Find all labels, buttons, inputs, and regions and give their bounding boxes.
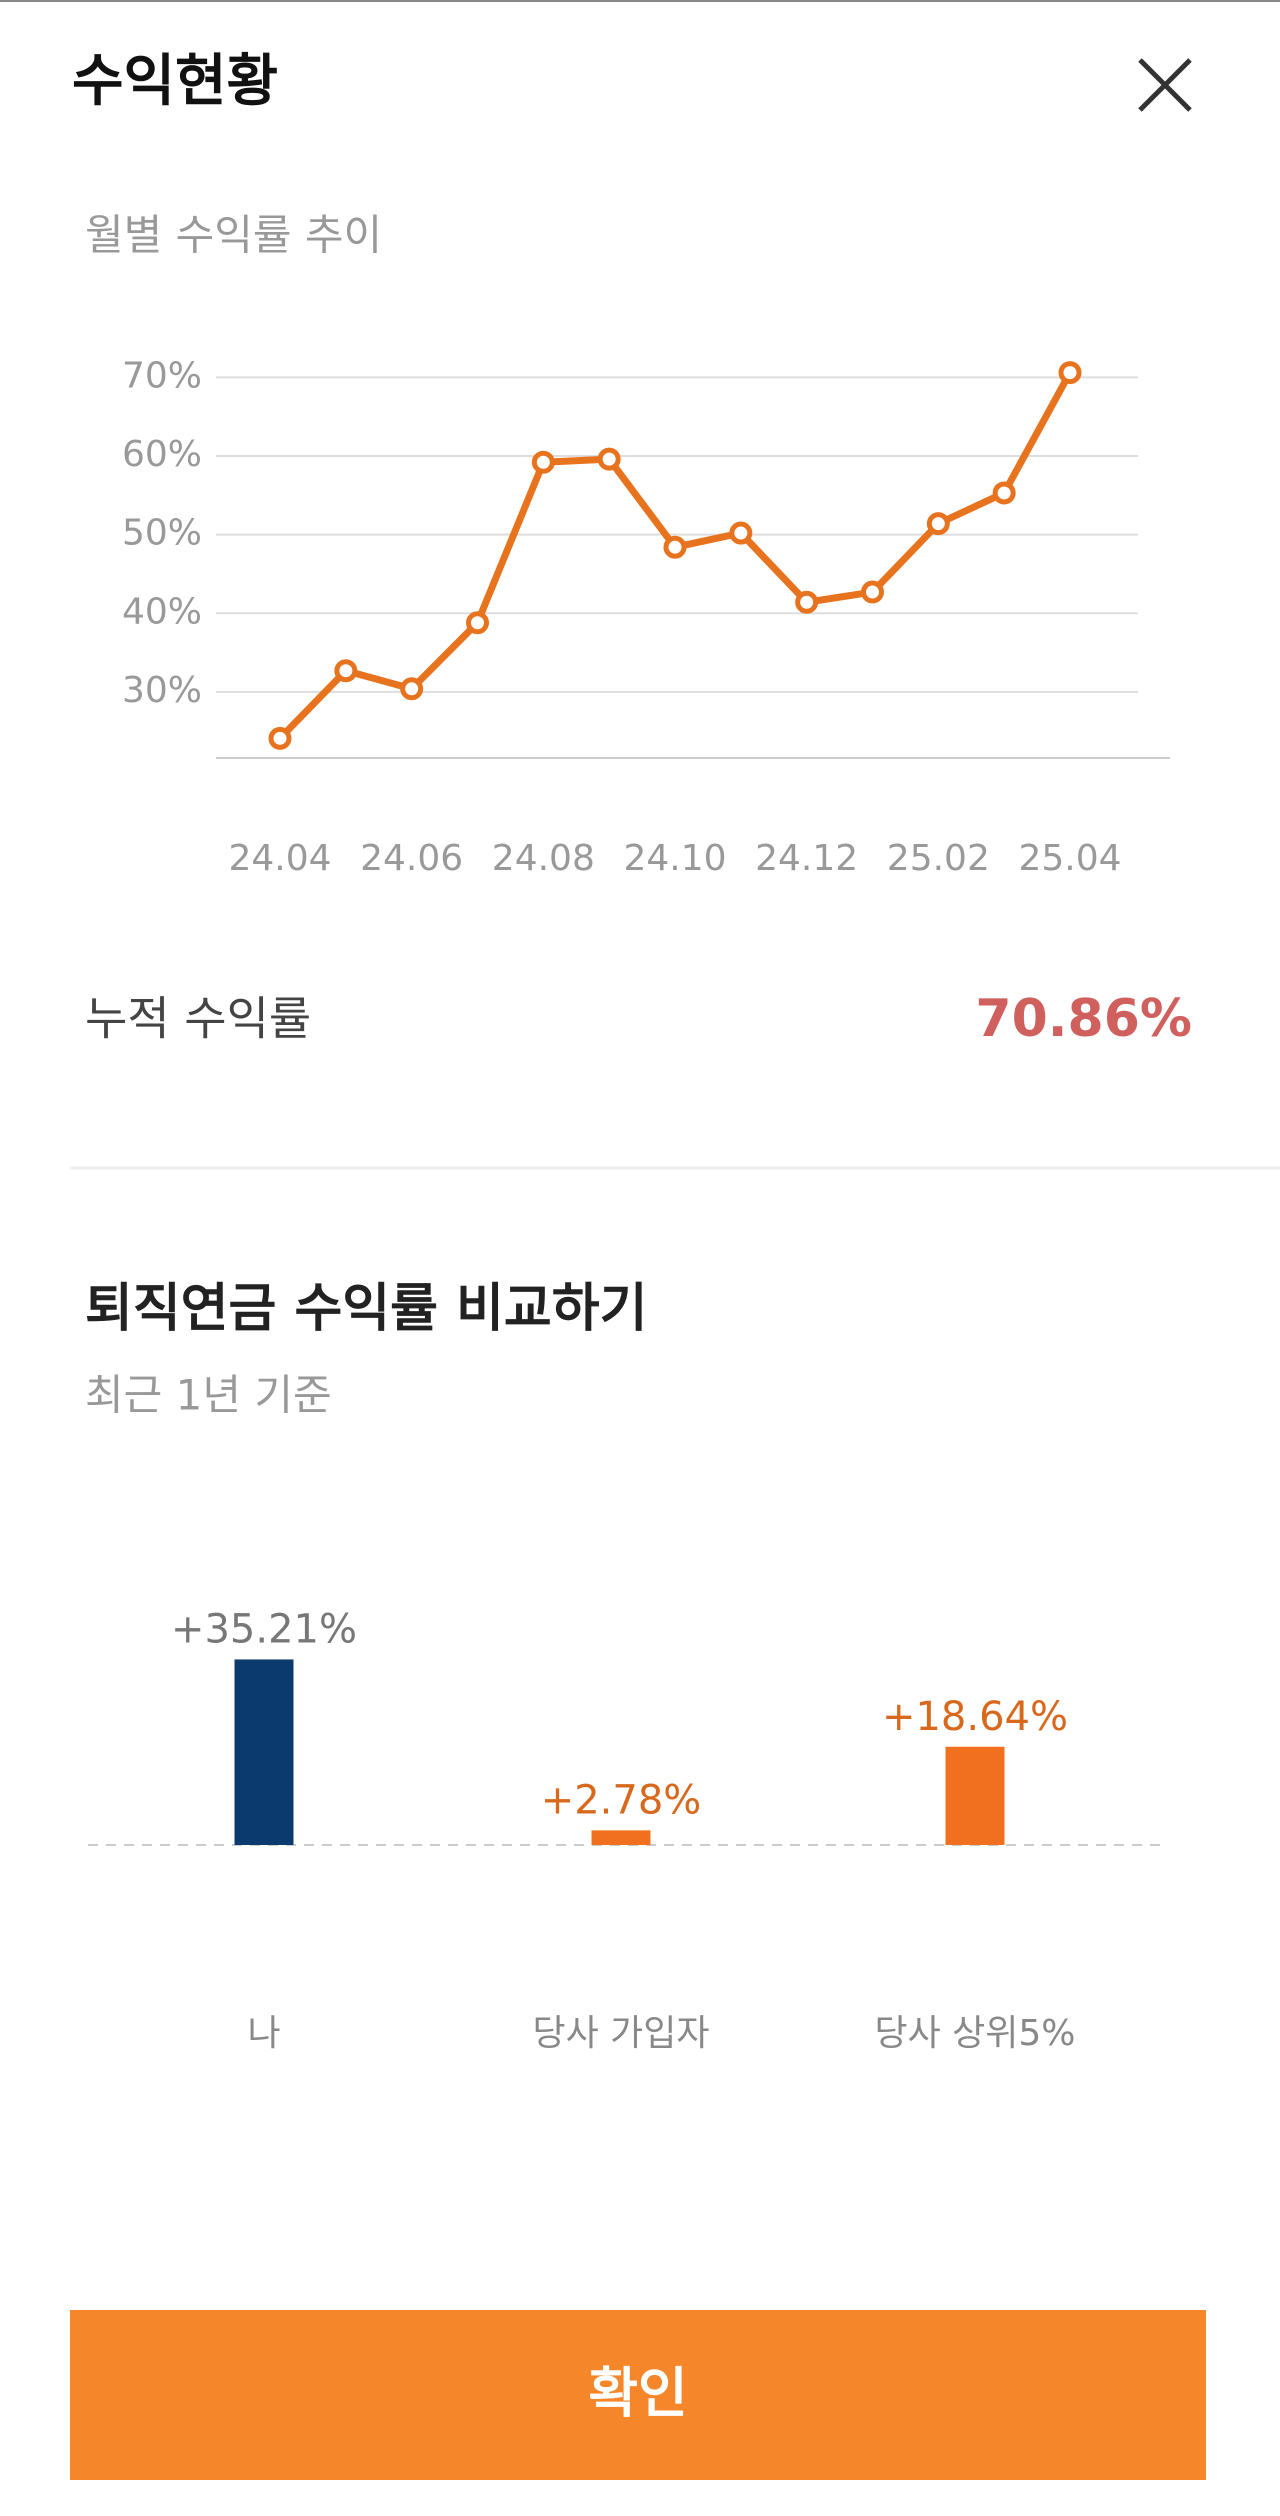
line-point — [795, 590, 819, 614]
category-label: 나 — [247, 2013, 280, 2054]
value-label: +35.21% — [171, 1606, 357, 1652]
bar — [591, 1830, 651, 1845]
value-label: +2.78% — [541, 1777, 702, 1823]
line-point — [334, 659, 358, 683]
line-point — [729, 521, 753, 545]
line-chart: 30% 40% 50% 60% 70% 24.04 24.06 24.08 24.10 24.12… — [122, 355, 1170, 879]
x-tick-label: 24.10 — [623, 838, 726, 879]
line-point — [663, 535, 687, 559]
line-point — [531, 450, 555, 474]
header-title: 수익현황 — [72, 49, 278, 114]
value-label: +18.64% — [882, 1694, 1068, 1740]
category-label: 당사 상위5% — [874, 2013, 1075, 2054]
line-point — [992, 481, 1016, 505]
y-tick-label: 40% — [122, 591, 202, 632]
confirm-label: 확인 — [588, 2362, 687, 2425]
cumulative-value: 70.86% — [975, 989, 1192, 1049]
x-tick-label: 24.06 — [360, 838, 463, 879]
cumulative-label: 누적 수익률 — [85, 992, 311, 1046]
y-tick-label: 30% — [122, 670, 202, 711]
line-point — [926, 512, 950, 536]
x-tick-label: 24.08 — [492, 838, 595, 879]
close-button[interactable] — [1138, 58, 1192, 112]
line-point — [400, 677, 424, 701]
line-point — [1058, 361, 1082, 385]
bar — [945, 1746, 1005, 1845]
x-tick-label: 24.12 — [755, 838, 858, 879]
y-tick-label: 70% — [122, 355, 202, 396]
confirm-button[interactable] — [70, 2310, 1206, 2480]
chart-title: 월별 수익률 추이 — [85, 211, 382, 260]
line-point — [597, 447, 621, 471]
y-tick-label: 60% — [122, 434, 202, 475]
section-subtitle: 최근 1년 기준 — [85, 1371, 332, 1420]
bar-chart: +35.21% 나 +2.78% 당사 가입자 +18.64% 당사 상위5% — [88, 1606, 1160, 2054]
section-title: 퇴직연금 수익률 비교하기 — [85, 1279, 647, 1339]
x-tick-label: 25.02 — [887, 838, 990, 879]
y-tick-label: 50% — [122, 513, 202, 554]
bar — [234, 1659, 294, 1845]
x-tick-label: 25.04 — [1018, 838, 1121, 879]
line-point — [466, 611, 489, 635]
category-label: 당사 가입자 — [532, 2013, 709, 2054]
line-point — [268, 726, 292, 750]
x-tick-label: 24.04 — [228, 838, 331, 879]
line-point — [861, 580, 884, 604]
